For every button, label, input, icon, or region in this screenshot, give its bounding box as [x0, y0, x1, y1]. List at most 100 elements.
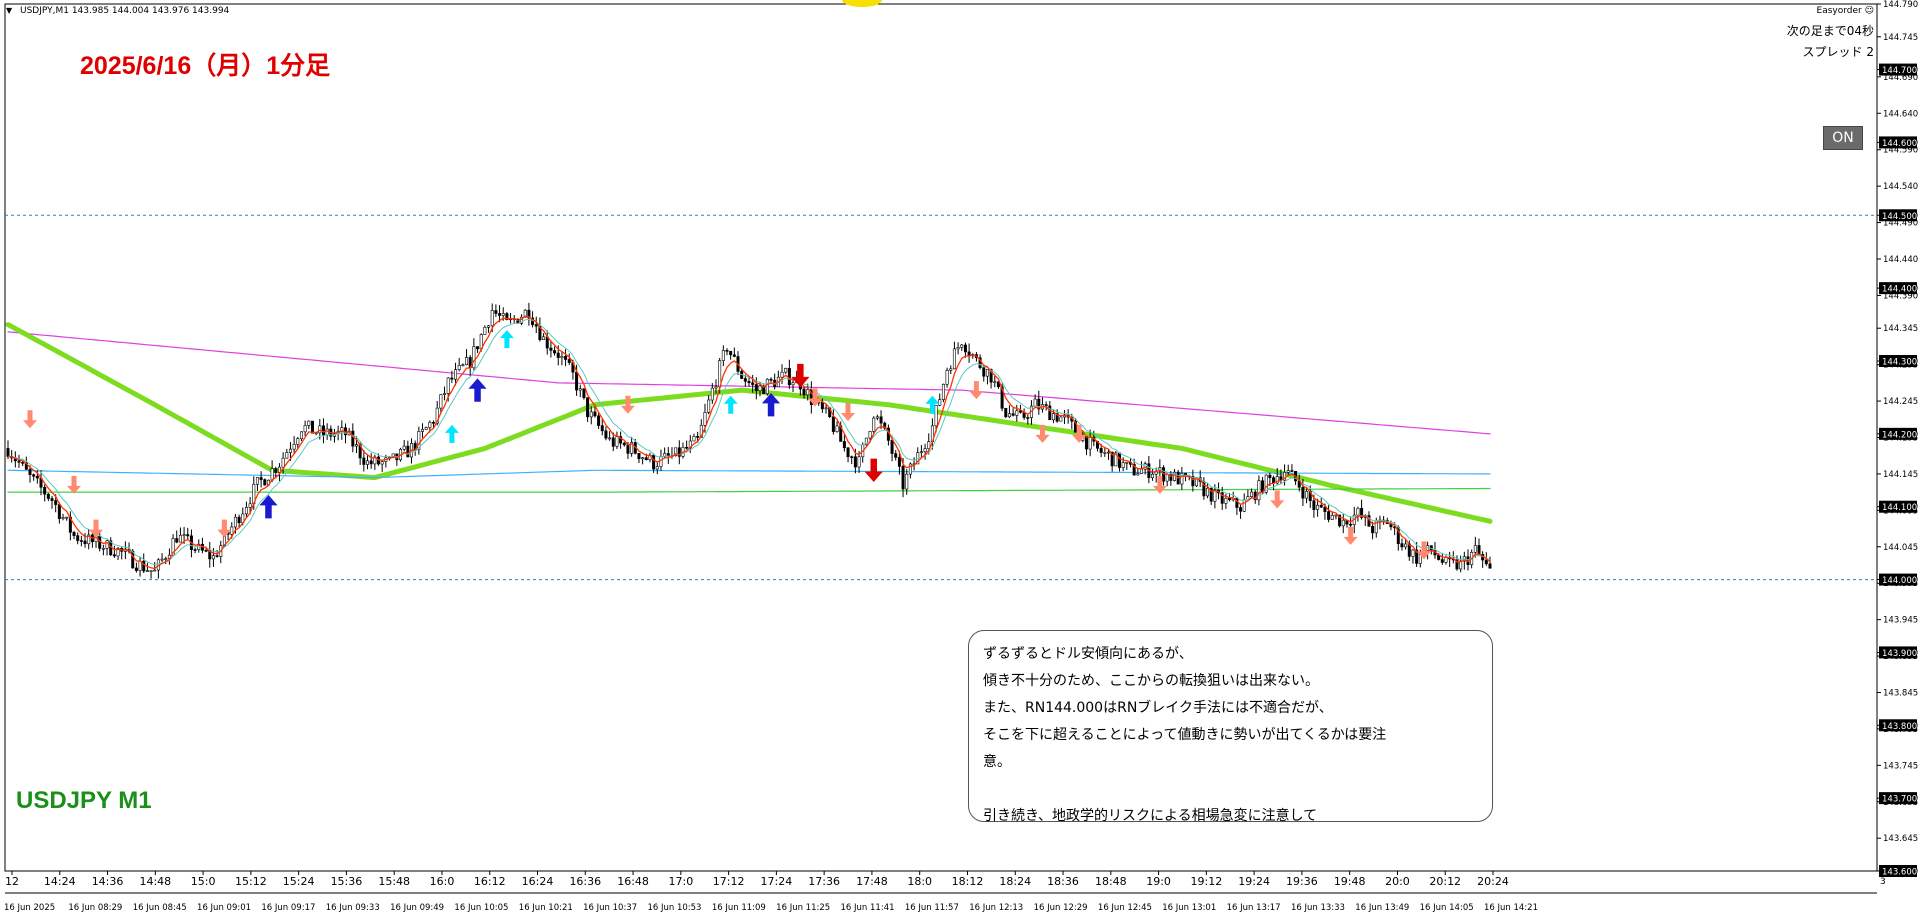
note-line: 引き続き、地政学的リスクによる相場急変に注意して: [983, 808, 1318, 824]
note-line: また、RN144.000はRNブレイク手法には不適合だが、: [983, 700, 1333, 716]
candle-body: [171, 538, 175, 556]
candle-body: [380, 461, 384, 465]
candle-body: [6, 448, 10, 457]
candle-body: [483, 327, 487, 335]
price-tick-label: 144.790: [1883, 0, 1918, 10]
sell-signal-arrow-icon: [1072, 424, 1087, 443]
candle-body: [1415, 549, 1419, 564]
candle-body: [564, 356, 568, 360]
candle-body: [1180, 473, 1184, 485]
candle-body: [549, 347, 553, 351]
top-marker-icon: [842, 0, 882, 7]
candle-body: [586, 397, 590, 418]
candle-body: [1048, 405, 1052, 421]
sell-signal-arrow-icon: [89, 519, 103, 538]
sell-signal-arrow-icon: [67, 475, 81, 494]
chart-menu-arrow-icon[interactable]: ▼: [6, 6, 13, 15]
candle-body: [28, 469, 32, 475]
sell-signal-arrow-icon: [864, 458, 883, 482]
time-tick-label: 16:0: [430, 875, 455, 888]
candle-body: [446, 377, 450, 394]
candle-body: [1106, 451, 1110, 454]
price-tick-label: 144.745: [1883, 33, 1918, 43]
candle-body: [897, 457, 901, 467]
price-tick-label: 144.490: [1883, 219, 1918, 229]
time-tick-label: 18:0: [907, 875, 932, 888]
note-line: [983, 776, 1478, 803]
candle-body: [875, 416, 879, 419]
candle-body: [46, 493, 50, 499]
price-label: 144.000: [1882, 576, 1917, 586]
candle-body: [303, 425, 307, 433]
time-tick-label: 20:12: [1429, 875, 1461, 888]
candle-body: [1440, 559, 1444, 563]
candle-body: [560, 356, 564, 358]
price-tick-label: 144.590: [1883, 146, 1918, 156]
easyorder-label[interactable]: Easyorder ☺: [1816, 6, 1874, 16]
price-label: 144.100: [1882, 503, 1917, 513]
moving-average-line: [7, 469, 1491, 479]
candle-body: [24, 462, 28, 470]
candle-body: [996, 381, 1000, 388]
price-label: 143.600: [1882, 868, 1917, 878]
time-tick-label: 18:36: [1047, 875, 1079, 888]
candle-body: [1341, 519, 1345, 527]
candle-body: [938, 399, 942, 406]
candle-body: [982, 367, 986, 377]
candle-body: [611, 437, 615, 447]
candle-body: [732, 354, 736, 357]
date-tick-label: 16 Jun 13:01: [1162, 903, 1216, 913]
sell-signal-arrow-icon: [1343, 526, 1358, 545]
price-label-box: [1879, 646, 1917, 659]
candle-body: [784, 367, 788, 373]
candle-body: [494, 310, 498, 314]
candle-body: [186, 534, 190, 537]
date-tick-label: 16 Jun 14:05: [1420, 903, 1474, 913]
on-toggle-button[interactable]: ON: [1823, 126, 1863, 150]
date-tick-label: 16 Jun 14:21: [1484, 903, 1538, 913]
candle-body: [622, 442, 626, 446]
candle-body: [362, 457, 366, 465]
candle-body: [270, 468, 274, 481]
candle-body: [655, 466, 659, 470]
time-tick-label: 16:12: [474, 875, 506, 888]
candle-body: [630, 442, 634, 454]
price-label: 144.700: [1882, 66, 1917, 76]
time-tick-label: 15:12: [235, 875, 267, 888]
candle-body: [65, 516, 69, 519]
candle-body: [274, 468, 278, 473]
time-tick-label: 18:12: [952, 875, 984, 888]
candle-body: [1488, 563, 1492, 569]
date-tick-label: 16 Jun 13:33: [1291, 903, 1345, 913]
candle-body: [116, 548, 120, 557]
candle-body: [556, 352, 560, 358]
candle-body: [476, 346, 480, 350]
price-label-box: [1879, 500, 1917, 513]
candle-body: [472, 346, 476, 369]
candle-body: [1121, 462, 1125, 468]
time-tick-label: 16:36: [569, 875, 601, 888]
candle-body: [721, 350, 725, 361]
axis-corner-label: 3: [1880, 877, 1886, 887]
candle-body: [465, 357, 469, 366]
candle-body: [1007, 413, 1011, 418]
note-line: ずるずるとドル安傾向にあるが、: [983, 646, 1193, 662]
candle-body: [553, 350, 557, 354]
price-tick-label: 144.345: [1883, 324, 1918, 334]
price-tick-label: 143.845: [1883, 689, 1918, 699]
candle-body: [589, 411, 593, 418]
candle-body: [967, 351, 971, 356]
candle-body: [321, 425, 325, 436]
candle-body: [960, 344, 964, 348]
candle-body: [677, 447, 681, 457]
buy-signal-arrow-icon: [468, 378, 487, 402]
candle-body: [1136, 473, 1140, 476]
candle-body: [1037, 398, 1041, 410]
candle-body: [1084, 435, 1088, 450]
price-tick-label: 143.745: [1883, 761, 1918, 771]
candle-body: [956, 347, 960, 350]
buy-signal-arrow-icon: [925, 395, 940, 414]
price-label: 144.200: [1882, 430, 1917, 440]
